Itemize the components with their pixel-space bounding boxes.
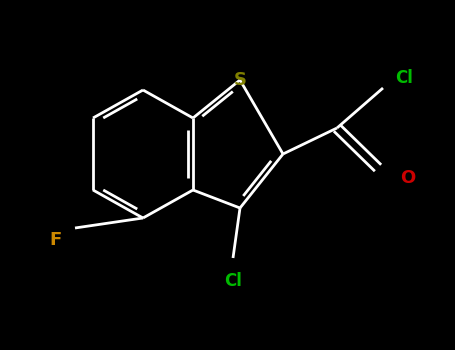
Text: O: O — [400, 169, 415, 187]
Text: Cl: Cl — [224, 272, 242, 290]
Text: S: S — [233, 71, 247, 89]
Text: Cl: Cl — [395, 69, 413, 87]
Text: F: F — [50, 231, 62, 249]
